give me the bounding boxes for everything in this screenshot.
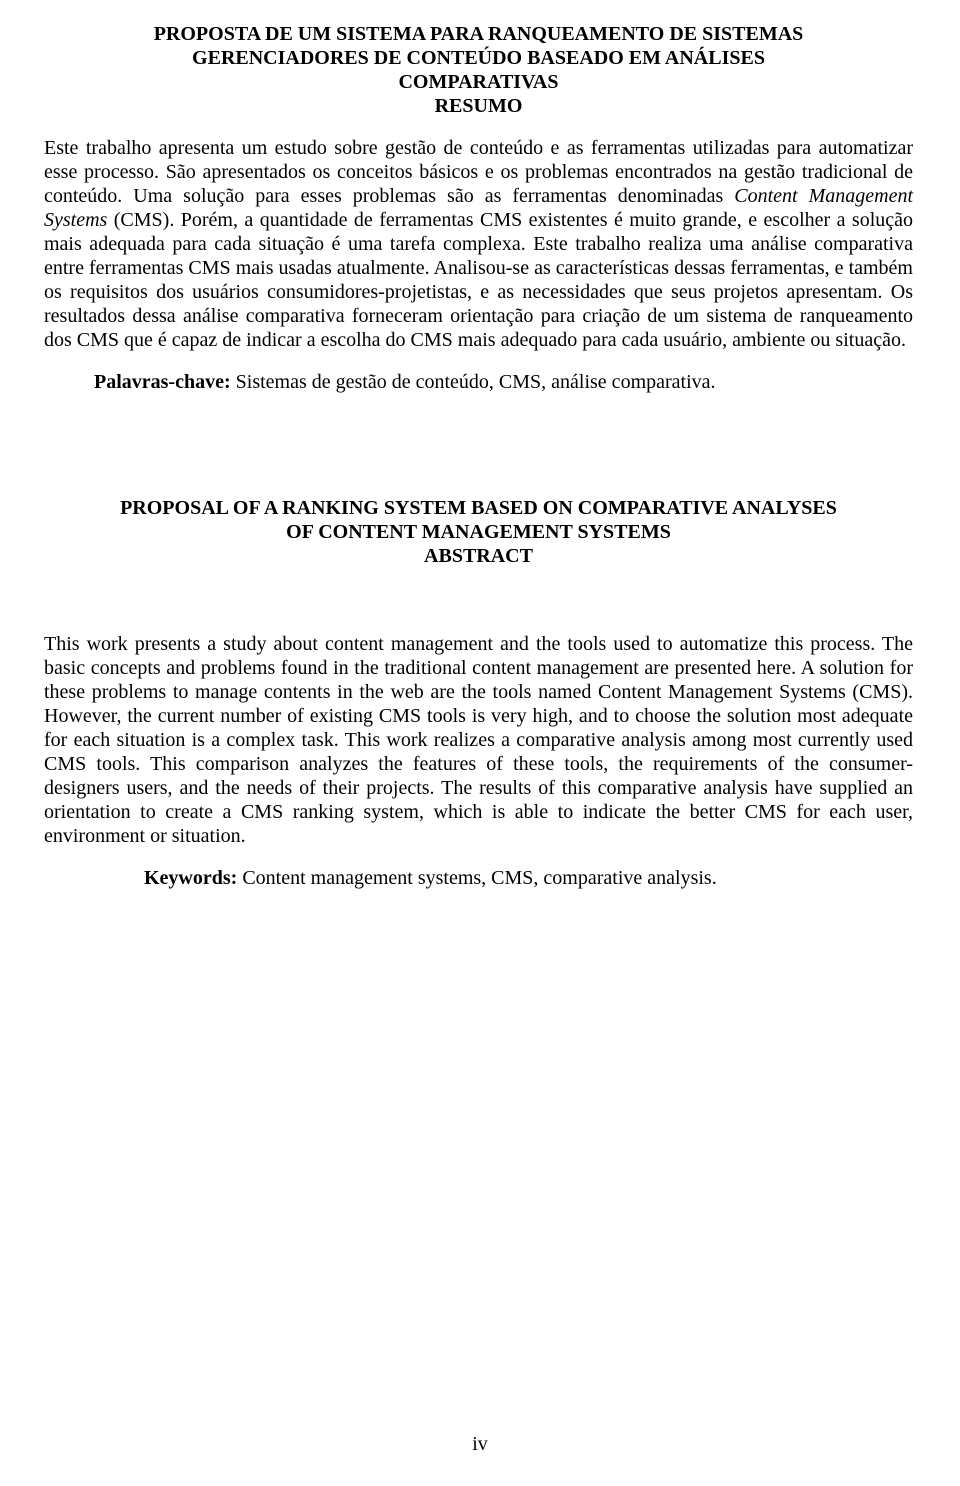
pt-resumo-heading: RESUMO (44, 94, 913, 118)
section-spacer (44, 394, 913, 496)
en-keywords-text: Content management systems, CMS, compara… (242, 867, 716, 889)
en-abstract-body: This work presents a study about content… (44, 632, 913, 848)
page-number: iv (0, 1432, 960, 1456)
en-title-line-1: PROPOSAL OF A RANKING SYSTEM BASED ON CO… (44, 496, 913, 520)
en-keywords-label: Keywords: (144, 867, 242, 889)
pt-body-post: (CMS). Porém, a quantidade de ferramenta… (44, 209, 913, 351)
pt-abstract-body: Este trabalho apresenta um estudo sobre … (44, 136, 913, 352)
pt-title-line-1: PROPOSTA DE UM SISTEMA PARA RANQUEAMENTO… (44, 22, 913, 46)
pt-keywords-text: Sistemas de gestão de conteúdo, CMS, aná… (236, 371, 716, 393)
en-keywords-line: Keywords: Content management systems, CM… (44, 866, 913, 890)
abstract-spacer (44, 586, 913, 632)
pt-title-block: PROPOSTA DE UM SISTEMA PARA RANQUEAMENTO… (44, 22, 913, 118)
pt-keywords-line: Palavras-chave: Sistemas de gestão de co… (44, 370, 913, 394)
pt-title-line-2: GERENCIADORES DE CONTEÚDO BASEADO EM ANÁ… (44, 46, 913, 70)
pt-title-line-3: COMPARATIVAS (44, 70, 913, 94)
en-title-line-2: OF CONTENT MANAGEMENT SYSTEMS (44, 520, 913, 544)
pt-keywords-label: Palavras-chave: (94, 371, 236, 393)
en-title-block: PROPOSAL OF A RANKING SYSTEM BASED ON CO… (44, 496, 913, 568)
en-abstract-heading: ABSTRACT (44, 544, 913, 568)
